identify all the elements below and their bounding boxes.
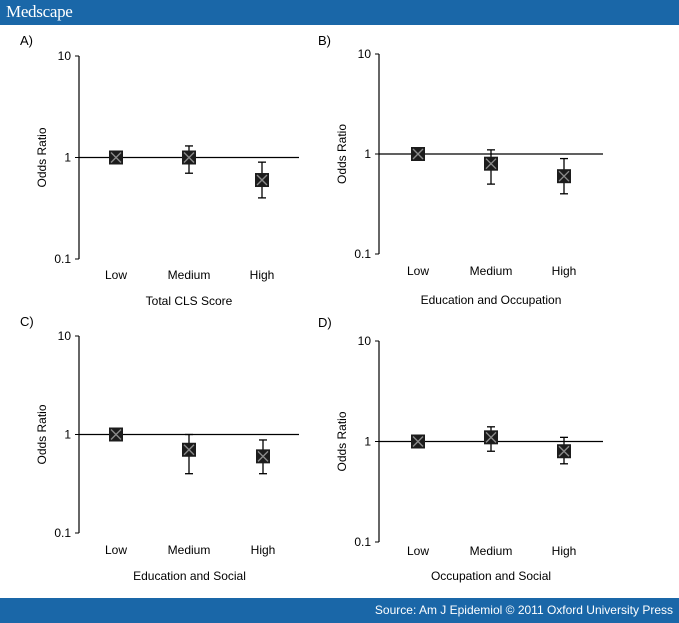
chart-2-point-cross-1 — [412, 148, 424, 160]
chart-3-category-label-2: Medium — [168, 543, 211, 557]
chart-2-category-label-1: Low — [407, 264, 429, 278]
chart-4-x-axis-title: Occupation and Social — [431, 569, 551, 583]
chart-3-point-cross-1 — [110, 429, 122, 440]
header-bar: Medscape — [0, 0, 679, 25]
chart-4-y-tick-label-1: 0.1 — [354, 535, 371, 549]
chart-2-panel-label: B) — [318, 33, 331, 48]
chart-2-y-axis-label: Odds Ratio — [335, 124, 349, 184]
charts-area: A) 0.1 1 10 Odds Ratio Low Medium High Total CLS… — [20, 33, 603, 583]
chart-1-y-tick-label-3: 10 — [58, 49, 72, 63]
medscape-logo: Medscape — [6, 2, 73, 21]
chart-4-point-cross-1 — [412, 436, 424, 447]
chart-3-y-tick-label-3: 10 — [58, 329, 72, 343]
chart-4-y-axis-label: Odds Ratio — [335, 411, 349, 471]
chart-1-y-tick-label-2: 1 — [64, 151, 71, 165]
chart-1-point-cross-1 — [110, 152, 122, 163]
chart-3-y-axis-label: Odds Ratio — [35, 404, 49, 464]
chart-4-panel-label: D) — [318, 315, 332, 330]
chart-3-y-tick-label-2: 1 — [64, 428, 71, 442]
chart-1-point-cross-3 — [256, 174, 268, 186]
chart-1-category-label-3: High — [250, 268, 275, 282]
chart-1-panel-label: A) — [20, 33, 33, 48]
chart-2-y-tick-label-1: 0.1 — [354, 247, 371, 261]
chart-3-point-cross-3 — [257, 450, 269, 462]
chart-1-category-label-1: Low — [105, 268, 127, 282]
chart-2-point-cross-2 — [485, 158, 497, 170]
chart-2-point-cross-3 — [558, 170, 570, 182]
chart-2-y-tick-label-2: 1 — [364, 147, 371, 161]
chart-3-x-axis-title: Education and Social — [133, 569, 246, 583]
chart-4-category-label-2: Medium — [470, 544, 513, 558]
chart-1-category-label-2: Medium — [168, 268, 211, 282]
chart-2-category-label-2: Medium — [470, 264, 513, 278]
chart-3-category-label-1: Low — [105, 543, 127, 557]
chart-4-category-label-1: Low — [407, 544, 429, 558]
chart-3-y-tick-label-1: 0.1 — [54, 526, 71, 540]
source-credit: Source: Am J Epidemiol © 2011 Oxford Uni… — [374, 603, 673, 617]
footer-bar: Source: Am J Epidemiol © 2011 Oxford Uni… — [0, 598, 679, 623]
chart-4-point-cross-3 — [558, 445, 570, 457]
chart-3-point-cross-2 — [183, 444, 195, 456]
chart-1-x-axis-title: Total CLS Score — [146, 294, 233, 308]
chart-3-category-label-3: High — [251, 543, 276, 557]
chart-1-y-axis-label: Odds Ratio — [35, 127, 49, 187]
chart-4-category-label-3: High — [552, 544, 577, 558]
chart-4-y-tick-label-3: 10 — [358, 334, 372, 348]
chart-3-panel-label: C) — [20, 314, 34, 329]
chart-1-point-cross-2 — [183, 152, 195, 163]
chart-2-category-label-3: High — [552, 264, 577, 278]
chart-2-x-axis-title: Education and Occupation — [421, 293, 562, 307]
chart-2-y-tick-label-3: 10 — [358, 47, 372, 61]
chart-4-y-tick-label-2: 1 — [364, 435, 371, 449]
chart-1-y-tick-label-1: 0.1 — [54, 252, 71, 266]
chart-4-point-cross-2 — [485, 431, 497, 443]
